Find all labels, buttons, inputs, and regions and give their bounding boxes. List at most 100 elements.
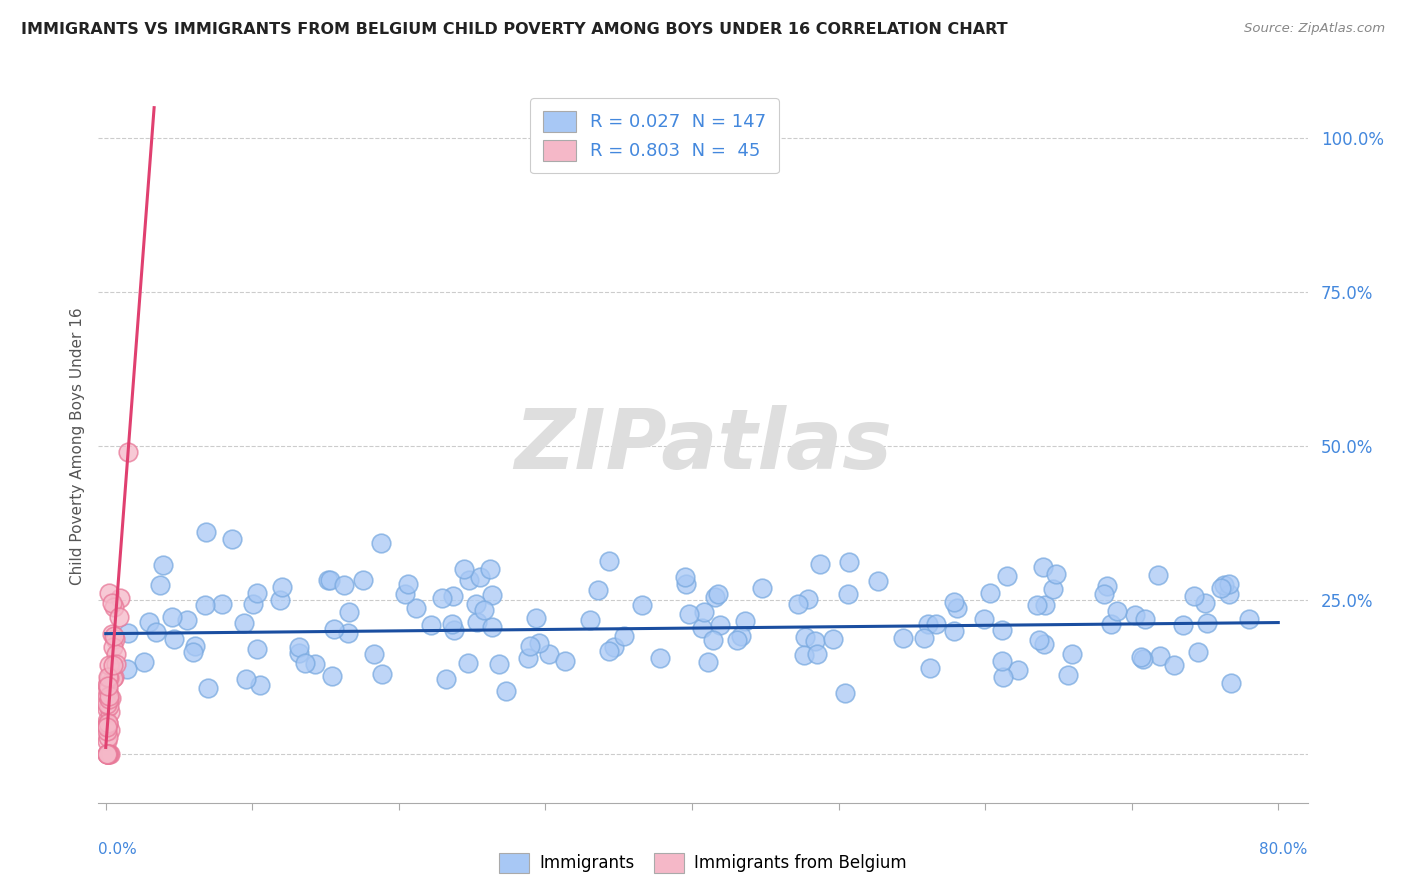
Point bbox=[478, 562, 501, 576]
Point bbox=[96, 697, 118, 711]
Point bbox=[1163, 658, 1185, 673]
Point bbox=[1129, 649, 1152, 664]
Point bbox=[453, 562, 475, 576]
Text: Source: ZipAtlas.com: Source: ZipAtlas.com bbox=[1244, 22, 1385, 36]
Point bbox=[149, 578, 172, 592]
Point bbox=[943, 595, 966, 609]
Point bbox=[321, 669, 343, 683]
Point bbox=[235, 672, 257, 686]
Point bbox=[294, 657, 316, 671]
Point bbox=[678, 607, 700, 622]
Point bbox=[495, 684, 517, 698]
Point bbox=[804, 634, 827, 648]
Point bbox=[472, 603, 495, 617]
Point bbox=[995, 569, 1018, 583]
Point bbox=[100, 627, 122, 641]
Point bbox=[394, 587, 416, 601]
Point bbox=[396, 577, 419, 591]
Point bbox=[586, 583, 609, 598]
Point bbox=[942, 624, 965, 638]
Point bbox=[322, 622, 344, 636]
Point bbox=[917, 617, 939, 632]
Point bbox=[181, 645, 204, 659]
Point bbox=[97, 747, 120, 761]
Point bbox=[249, 678, 271, 692]
Point bbox=[979, 586, 1001, 600]
Point bbox=[1033, 638, 1056, 652]
Point bbox=[838, 555, 860, 569]
Point bbox=[519, 640, 541, 654]
Point bbox=[316, 573, 339, 587]
Point bbox=[481, 588, 503, 602]
Point bbox=[100, 691, 122, 706]
Point bbox=[104, 657, 127, 671]
Point bbox=[97, 730, 120, 744]
Point bbox=[419, 618, 441, 632]
Point bbox=[194, 599, 217, 613]
Point bbox=[441, 589, 464, 603]
Point bbox=[991, 623, 1014, 637]
Point bbox=[319, 573, 342, 587]
Point bbox=[96, 717, 118, 731]
Point bbox=[1123, 608, 1146, 623]
Point bbox=[1149, 648, 1171, 663]
Point bbox=[866, 574, 889, 589]
Point bbox=[734, 614, 756, 628]
Point bbox=[145, 625, 167, 640]
Point bbox=[363, 648, 385, 662]
Point bbox=[481, 619, 503, 633]
Point bbox=[517, 651, 540, 665]
Legend: Immigrants, Immigrants from Belgium: Immigrants, Immigrants from Belgium bbox=[492, 847, 914, 880]
Point bbox=[246, 641, 269, 656]
Text: ZIPatlas: ZIPatlas bbox=[515, 406, 891, 486]
Point bbox=[1194, 596, 1216, 610]
Point bbox=[1209, 581, 1232, 595]
Point bbox=[598, 644, 620, 658]
Point bbox=[1213, 577, 1236, 591]
Point bbox=[1237, 612, 1260, 626]
Point bbox=[337, 605, 360, 619]
Point bbox=[160, 610, 183, 624]
Point bbox=[1032, 560, 1054, 574]
Point bbox=[98, 658, 121, 673]
Point bbox=[270, 580, 292, 594]
Point bbox=[891, 631, 914, 645]
Point bbox=[465, 615, 488, 629]
Point bbox=[693, 605, 716, 619]
Text: IMMIGRANTS VS IMMIGRANTS FROM BELGIUM CHILD POVERTY AMONG BOYS UNDER 16 CORRELAT: IMMIGRANTS VS IMMIGRANTS FROM BELGIUM CH… bbox=[21, 22, 1008, 37]
Point bbox=[468, 570, 491, 584]
Point bbox=[707, 587, 730, 601]
Point bbox=[246, 586, 269, 600]
Point bbox=[97, 716, 120, 731]
Point bbox=[96, 747, 118, 761]
Point bbox=[529, 636, 551, 650]
Point bbox=[1187, 645, 1209, 659]
Point bbox=[101, 672, 124, 686]
Point bbox=[443, 623, 465, 637]
Point bbox=[464, 597, 486, 611]
Point bbox=[1133, 612, 1156, 626]
Point bbox=[100, 705, 122, 719]
Point bbox=[405, 600, 427, 615]
Point bbox=[918, 661, 941, 675]
Point bbox=[1173, 618, 1195, 632]
Point bbox=[1095, 578, 1118, 592]
Point bbox=[537, 647, 560, 661]
Point bbox=[973, 612, 995, 626]
Point bbox=[630, 598, 652, 612]
Point bbox=[703, 590, 725, 604]
Point bbox=[725, 633, 748, 648]
Point bbox=[751, 581, 773, 595]
Point bbox=[946, 601, 969, 615]
Point bbox=[925, 616, 948, 631]
Point bbox=[194, 524, 217, 539]
Point bbox=[1132, 652, 1154, 666]
Point bbox=[96, 747, 118, 761]
Point bbox=[786, 597, 808, 611]
Point bbox=[336, 625, 359, 640]
Point bbox=[675, 577, 697, 591]
Point bbox=[578, 614, 600, 628]
Point bbox=[1218, 587, 1240, 601]
Point bbox=[673, 570, 696, 584]
Point bbox=[105, 647, 128, 661]
